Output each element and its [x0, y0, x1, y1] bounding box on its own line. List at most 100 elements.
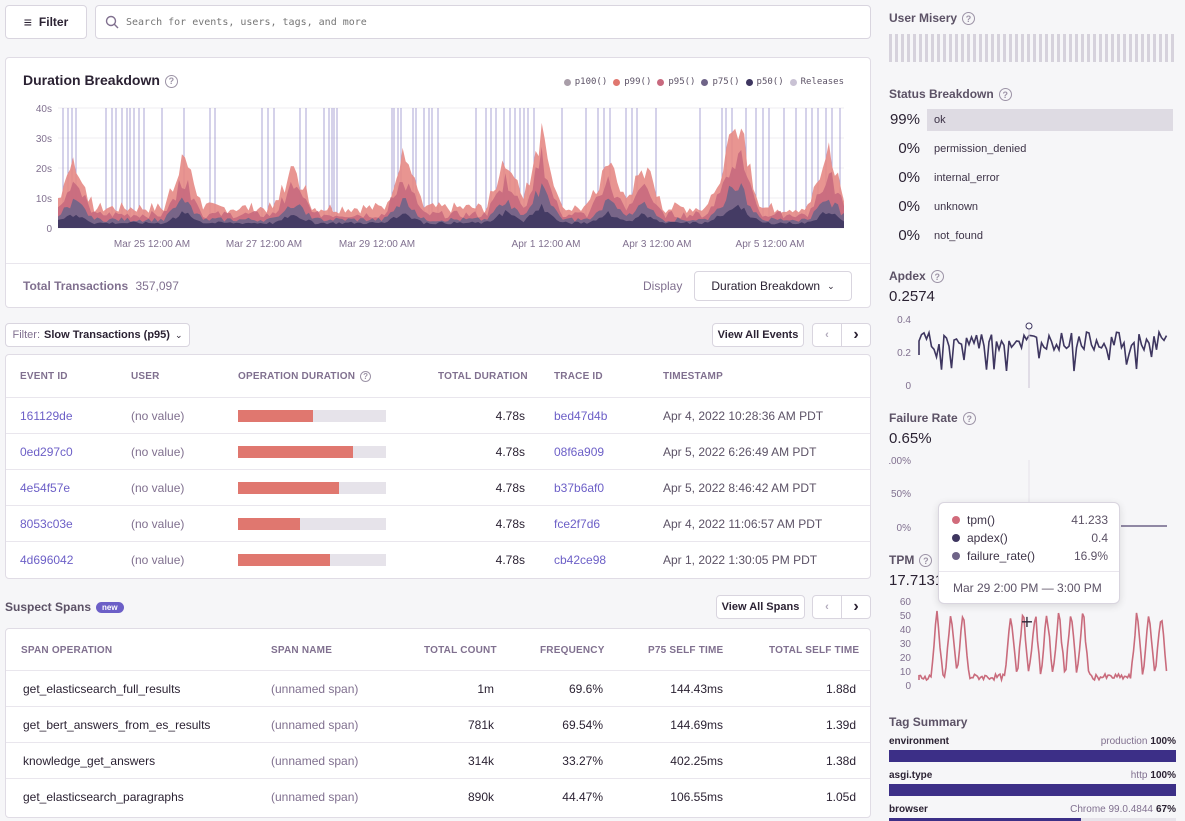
display-label: Display [643, 279, 683, 293]
legend-label: Releases [800, 77, 844, 87]
table-row[interactable]: knowledge_get_answers (unnamed span) 314k 3… [6, 742, 870, 778]
help-icon[interactable]: ? [962, 412, 976, 426]
status-row[interactable]: 0% unknown [889, 196, 1175, 218]
tpm-title: TPM? [889, 553, 933, 568]
spans-next-button[interactable]: › [841, 595, 871, 619]
duration-chart: 40s 30s 20s 10s 0 Mar 25 12:00 AM Mar 27 12:00… [36, 104, 844, 250]
chevron-down-icon: ⌄ [174, 329, 183, 340]
status-row[interactable]: 0% not_found [889, 225, 1175, 247]
total-duration-value: 4.78s [495, 480, 525, 495]
total-transactions-label: Total Transactions [23, 279, 129, 293]
apdex-title: Apdex? [889, 269, 944, 284]
table-row[interactable]: get_elasticsearch_full_results (unnamed s… [6, 670, 870, 706]
y-tick-label: 100% [889, 456, 911, 467]
spans-table: SPAN OPERATION SPAN NAME TOTAL COUNT FRE… [5, 628, 871, 818]
total-duration-value: 4.78s [495, 516, 525, 531]
help-icon[interactable]: ? [998, 88, 1012, 102]
legend-item[interactable]: p95() [657, 77, 695, 87]
events-col-user: USER [131, 371, 160, 382]
trace-id-link[interactable]: cb42ce98 [554, 552, 607, 567]
tag-bar[interactable] [889, 784, 1176, 796]
events-prev-button[interactable]: ‹ [812, 323, 842, 347]
table-row[interactable]: get_bert_answers_from_es_results (unnamed… [6, 706, 870, 742]
view-all-events-button[interactable]: View All Events [712, 323, 804, 347]
chevron-left-icon: ‹ [825, 329, 829, 341]
tag-value: http 100% [1131, 770, 1176, 781]
series-dot-icon [952, 534, 960, 542]
legend-dot-icon [613, 78, 621, 86]
event-id-link[interactable]: 0ed297c0 [20, 444, 73, 459]
y-tick-label: 0 [46, 224, 52, 235]
y-tick-label: 10s [36, 194, 52, 205]
trace-id-link[interactable]: b37b6af0 [554, 480, 605, 495]
events-filter-value: Slow Transactions (p95) [44, 329, 170, 341]
tag-value-text: production [1100, 736, 1148, 747]
span-name: (unnamed span) [271, 789, 359, 804]
failure-rate-value: 0.65% [889, 430, 932, 447]
help-icon[interactable]: ? [360, 371, 372, 382]
legend-item[interactable]: p50() [745, 77, 784, 87]
x-tick-label: Mar 25 12:00 AM [114, 239, 190, 250]
tag-key: environment [889, 736, 950, 747]
status-percent: 99% [889, 111, 920, 128]
table-row: 161129de (no value) 4.78s bed47d4b Apr 4, 20… [6, 397, 870, 433]
y-tick-label: 0.2 [897, 348, 911, 359]
crosshair-cursor-icon: + [1020, 612, 1033, 631]
event-id-link[interactable]: 4d696042 [20, 552, 74, 567]
span-p75-self-time: 106.55ms [670, 789, 723, 804]
help-icon[interactable]: ? [930, 270, 944, 284]
table-row[interactable]: get_elasticsearch_paragraphs (unnamed spa… [6, 778, 870, 814]
legend-item[interactable]: p75() [701, 77, 740, 87]
legend-item[interactable]: Releases [789, 77, 844, 87]
help-icon[interactable]: ? [164, 74, 178, 88]
tooltip-series-name: apdex() [967, 531, 1008, 545]
help-icon[interactable]: ? [962, 12, 976, 26]
duration-legend: p100() p99() p95() p75() p50() Releases [558, 77, 844, 87]
search-bar[interactable] [95, 5, 871, 39]
tag-value-percent: 100% [1150, 736, 1176, 747]
tag-bar[interactable] [889, 818, 1176, 821]
y-tick-label: 10 [900, 667, 912, 678]
y-tick-label: 30s [36, 134, 52, 145]
y-tick-label: 0.4 [897, 315, 911, 326]
legend-item[interactable]: p100() [563, 77, 607, 87]
tag-bar[interactable] [889, 750, 1176, 762]
y-tick-label: 40 [900, 625, 912, 636]
event-id-link[interactable]: 161129de [20, 408, 73, 423]
tooltip-row: apdex() 0.4 [952, 529, 1108, 547]
event-id-link[interactable]: 8053c03e [20, 516, 73, 531]
legend-dot-icon [701, 78, 709, 86]
filter-button[interactable]: ≡ Filter [5, 5, 87, 39]
spans-prev-button[interactable]: ‹ [812, 595, 842, 619]
view-all-spans-button[interactable]: View All Spans [716, 595, 805, 619]
help-icon[interactable]: ? [919, 554, 933, 568]
span-operation: knowledge_get_answers [23, 753, 156, 768]
span-total-count: 1m [477, 681, 494, 696]
status-row[interactable]: 99% ok [889, 109, 1175, 131]
display-select[interactable]: Duration Breakdown ⌄ [694, 271, 852, 301]
operation-duration-bar [238, 446, 386, 458]
operation-duration-fill [238, 410, 314, 422]
table-row: 0ed297c0 (no value) 4.78s 08f6a909 Apr 5, 20… [6, 433, 870, 469]
events-next-button[interactable]: › [841, 323, 871, 347]
legend-item[interactable]: p99() [613, 77, 651, 87]
event-id-link[interactable]: 4e54f57e [20, 480, 71, 495]
search-input[interactable] [126, 16, 826, 28]
duration-breakdown-card: Duration Breakdown? p100() p99() p95() p75(… [5, 57, 871, 308]
events-filter-dropdown[interactable]: Filter: Slow Transactions (p95) ⌄ [5, 323, 190, 347]
status-percent: 0% [898, 169, 920, 186]
status-label: unknown [934, 201, 979, 213]
trace-id-link[interactable]: fce2f7d6 [554, 516, 601, 531]
span-operation: get_elasticsearch_full_results [23, 681, 181, 696]
status-row[interactable]: 0% internal_error [889, 167, 1175, 189]
status-row[interactable]: 0% permission_denied [889, 138, 1175, 160]
tag-value-text: Chrome 99.0.4844 [1070, 804, 1153, 815]
span-frequency: 33.27% [562, 753, 603, 768]
new-badge: new [96, 601, 124, 613]
timestamp-value: Apr 5, 2022 6:26:49 AM PDT [663, 444, 817, 459]
span-name: (unnamed span) [271, 753, 359, 768]
trace-id-link[interactable]: 08f6a909 [554, 444, 605, 459]
user-misery-title: User Misery? [889, 11, 976, 26]
failure-rate-title: Failure Rate? [889, 411, 976, 426]
trace-id-link[interactable]: bed47d4b [554, 408, 608, 423]
